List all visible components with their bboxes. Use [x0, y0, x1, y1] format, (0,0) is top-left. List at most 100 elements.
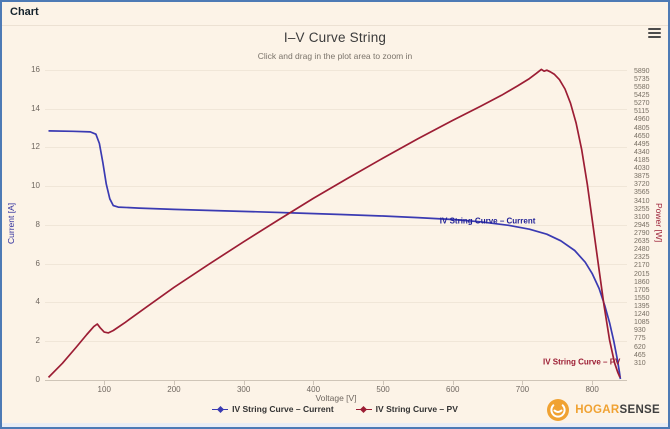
y-left-tick-label: 6	[35, 258, 40, 268]
gridline	[45, 147, 627, 149]
y-right-tick-label: 310	[634, 359, 646, 367]
y-right-tick-label: 930	[634, 327, 646, 335]
x-tick-label: 400	[306, 385, 321, 394]
window-header: Chart	[2, 2, 668, 26]
gridline	[45, 108, 627, 110]
legend-label-current: IV String Curve – Current	[232, 404, 334, 414]
x-axis-line	[45, 380, 627, 381]
x-axis-tick-mark	[383, 381, 385, 385]
brand-name: HOGARSENSE	[575, 404, 660, 416]
y-right-tick-label: 3410	[634, 197, 650, 205]
y-right-tick-label: 4960	[634, 116, 650, 124]
y-right-tick-label: 5580	[634, 83, 650, 91]
gridline	[45, 341, 627, 343]
y-right-tick-label: 4340	[634, 148, 650, 156]
y-left-tick-label: 16	[31, 64, 40, 74]
y-right-tick-label: 5115	[634, 108, 650, 116]
x-tick-label: 700	[515, 385, 530, 394]
y-right-tick-label: 3720	[634, 181, 650, 189]
y-left-tick-label: 2	[35, 336, 40, 346]
x-axis-tick-mark	[592, 381, 594, 385]
diamond-icon	[360, 405, 368, 413]
x-tick-label: 200	[167, 385, 181, 394]
y-right-tick-label: 1860	[634, 278, 650, 286]
y-axis-right-title: Power [W]	[654, 203, 664, 243]
window-title: Chart	[10, 6, 39, 18]
hamburger-icon	[648, 32, 661, 34]
diamond-icon	[216, 405, 224, 413]
x-axis-tick-mark	[522, 381, 524, 385]
gridline	[45, 69, 627, 71]
y-right-tick-label: 2945	[634, 221, 650, 229]
y-right-tick-label: 2325	[634, 254, 650, 262]
y-left-tick-label: 14	[31, 103, 40, 113]
y-left-tick-label: 4	[35, 297, 40, 307]
y-right-tick-label: 3100	[634, 213, 650, 221]
y-right-tick-label: 5425	[634, 92, 650, 100]
chart-subtitle: Click and drag in the plot area to zoom …	[257, 51, 413, 61]
y-right-tick-label: 1240	[634, 311, 650, 319]
x-tick-label: 500	[376, 385, 390, 394]
x-axis-tick-mark	[313, 381, 315, 385]
y-right-tick-label: 3565	[634, 189, 650, 197]
y-right-tick-label: 5890	[634, 67, 650, 75]
brand-logo: HOGARSENSE	[546, 398, 660, 422]
y-right-tick-label: 775	[634, 335, 646, 343]
y-right-tick-label: 5270	[634, 100, 650, 108]
legend-item-current[interactable]: IV String Curve – Current	[212, 404, 334, 414]
x-tick-label: 600	[446, 385, 460, 394]
y-left-tick-label: 8	[35, 219, 40, 229]
hogarsense-logo-icon	[547, 399, 570, 421]
y-left-tick-label: 12	[31, 142, 40, 152]
y-right-tick-label: 3875	[634, 173, 650, 181]
y-right-tick-label: 465	[634, 351, 646, 359]
chart-title: I–V Curve String	[283, 30, 387, 45]
series-path-current[interactable]	[48, 130, 622, 380]
gridline	[45, 302, 627, 304]
y-right-tick-label: 2170	[634, 262, 650, 270]
y-right-tick-label: 4805	[634, 124, 650, 132]
legend-marker-pv	[355, 405, 372, 414]
x-tick-label: 100	[97, 385, 111, 394]
legend-label-pv: IV String Curve – PV	[375, 404, 458, 414]
x-tick-label: 300	[236, 385, 251, 394]
y-right-tick-label: 4185	[634, 156, 650, 164]
x-axis-tick-mark	[243, 381, 245, 385]
hamburger-icon	[648, 28, 661, 30]
y-right-tick-label: 1085	[634, 319, 650, 327]
y-right-tick-label: 620	[634, 343, 646, 351]
y-right-tick-label: 1705	[634, 286, 650, 294]
series-path-pv[interactable]	[47, 68, 621, 378]
y-right-tick-label: 2015	[634, 270, 650, 278]
gridline	[45, 263, 627, 265]
bottom-scrollbar-track[interactable]	[2, 423, 668, 427]
hamburger-icon	[648, 36, 661, 38]
x-axis-tick-mark	[173, 381, 175, 385]
x-axis-tick-mark	[104, 381, 106, 385]
legend: IV String Curve – Current IV String Curv…	[2, 404, 668, 414]
y-right-tick-label: 5735	[634, 75, 650, 83]
gridline	[45, 224, 627, 226]
annotation-label-pv: IV String Curve – PV	[543, 357, 621, 367]
y-right-tick-label: 2790	[634, 229, 650, 237]
y-left-tick-label: 0	[35, 375, 40, 384]
x-axis-title: Voltage [V]	[315, 393, 357, 403]
y-left-tick-label: 10	[31, 181, 40, 191]
y-right-tick-label: 4650	[634, 132, 650, 140]
y-right-tick-label: 4030	[634, 165, 650, 173]
y-right-tick-label: 3255	[634, 205, 650, 213]
legend-item-pv[interactable]: IV String Curve – PV	[355, 404, 458, 414]
legend-marker-current	[212, 405, 229, 414]
y-right-tick-label: 2480	[634, 246, 650, 254]
y-right-tick-label: 4495	[634, 140, 650, 148]
y-right-tick-label: 1395	[634, 302, 650, 310]
y-right-tick-label: 1550	[634, 294, 650, 302]
y-right-tick-label: 2635	[634, 238, 650, 246]
gridline	[45, 186, 627, 188]
chart-context-menu-button[interactable]	[648, 28, 661, 38]
x-tick-label: 800	[585, 385, 599, 394]
annotation-label-current: IV String Curve – Current	[439, 216, 536, 226]
x-axis-tick-mark	[452, 381, 454, 385]
